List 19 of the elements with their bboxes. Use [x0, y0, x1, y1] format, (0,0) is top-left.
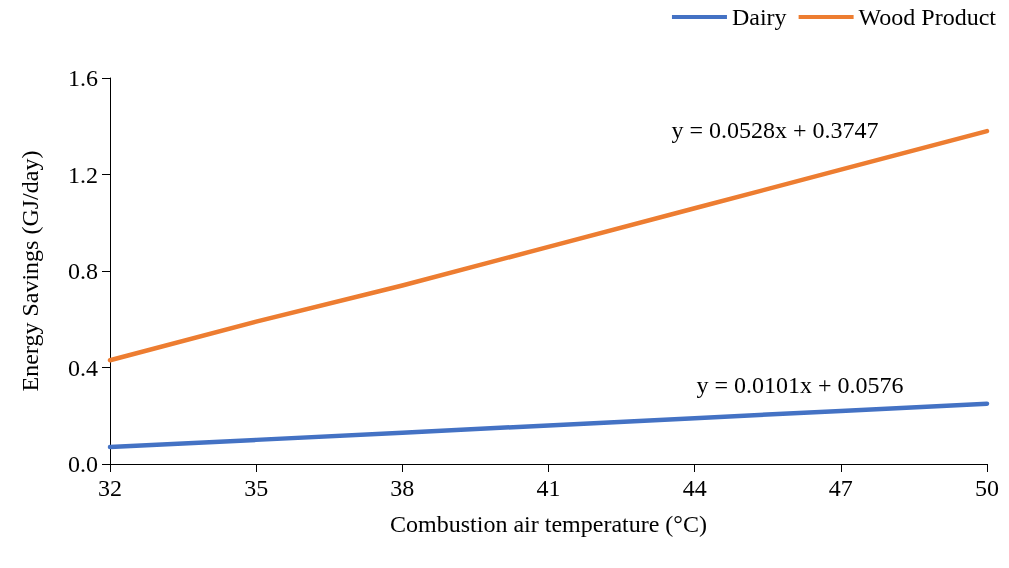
x-tick-label: 35	[244, 475, 269, 501]
annotation: y = 0.0101x + 0.0576	[696, 371, 904, 398]
y-tick-label: 1.2	[68, 161, 98, 188]
x-axis-title: Combustion air temperature (°C)	[390, 511, 707, 537]
y-axis-title: Energy Savings (GJ/day)	[17, 150, 43, 392]
y-tick-label: 1.6	[68, 65, 98, 91]
y-tick-label: 0.4	[68, 354, 98, 381]
x-tick-label: 38	[390, 475, 415, 501]
y-tick-label: 0.8	[68, 258, 98, 284]
line-series	[107, 401, 990, 450]
legend-label: Wood Product	[858, 4, 997, 30]
annotation: y = 0.0528x + 0.3747	[671, 117, 879, 144]
legend-label: Dairy	[731, 4, 787, 30]
y-tick-label: 0.0	[68, 451, 98, 477]
x-tick-label: 47	[828, 475, 853, 501]
x-tick-label: 41	[536, 475, 561, 501]
x-tick-label: 44	[682, 475, 707, 501]
x-tick-label: 32	[98, 475, 122, 501]
x-tick-label: 50	[975, 475, 999, 501]
